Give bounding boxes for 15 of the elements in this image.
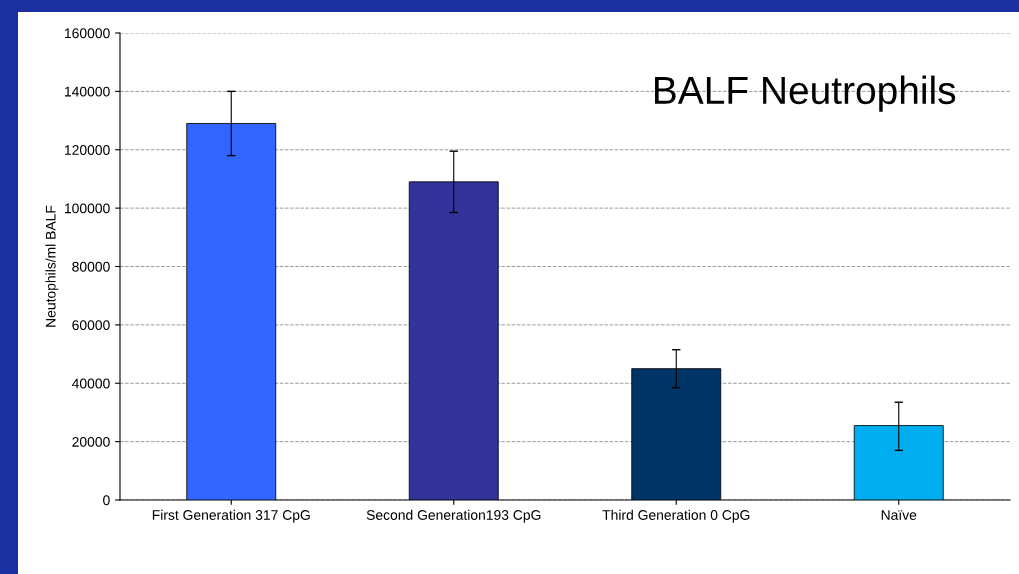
y-tick-label: 0 xyxy=(103,495,110,506)
y-axis-title: Neutophils/ml BALF xyxy=(45,205,59,327)
x-tick-label: Naïve xyxy=(881,510,917,520)
y-tick-label: 160000 xyxy=(65,28,110,39)
x-tick-label: First Generation 317 CpG xyxy=(152,509,310,523)
text: BALF Neutrophils xyxy=(655,75,956,112)
y-tick-label: 20000 xyxy=(72,436,110,447)
y-tick-label: 40000 xyxy=(71,378,110,389)
y-tick-label: 80000 xyxy=(72,261,110,272)
y-tick-label: 140000 xyxy=(65,86,110,97)
x-tick-label: Second Generation193 CpG xyxy=(366,509,541,523)
y-tick-label: 120000 xyxy=(65,145,110,155)
x-tick-label: Third Generation 0 CpG xyxy=(602,509,750,523)
y-tick-label: 100000 xyxy=(65,203,110,214)
y-tick-label: 60000 xyxy=(72,320,110,331)
